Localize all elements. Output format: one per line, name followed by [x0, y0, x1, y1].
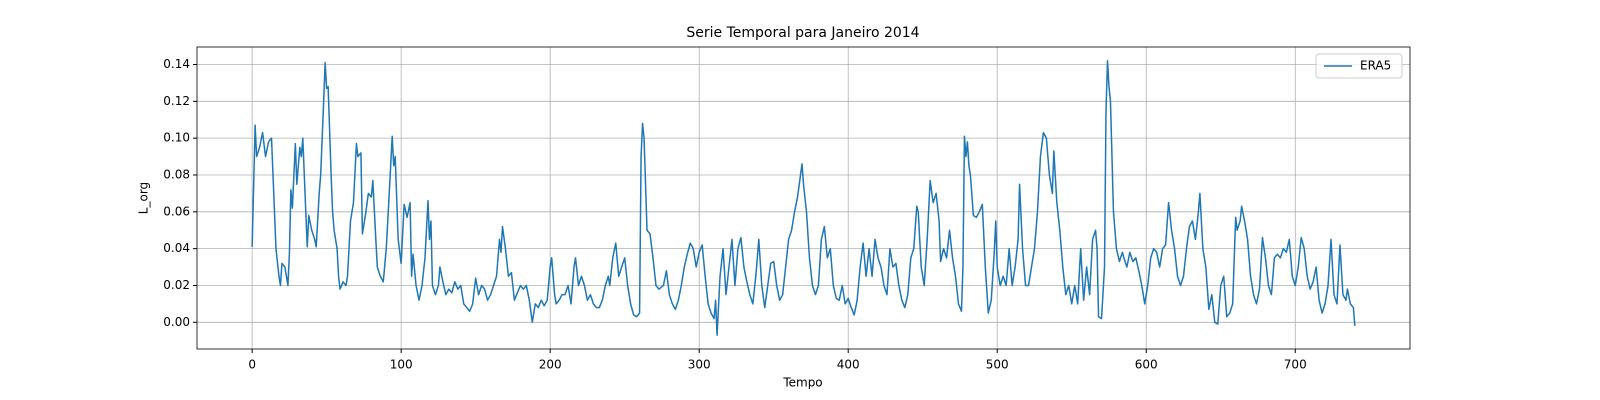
x-tick-label: 100: [390, 358, 413, 372]
legend-box: [1315, 53, 1403, 79]
x-tick-label: 700: [1284, 358, 1307, 372]
x-tick-label: 400: [837, 358, 860, 372]
y-tick-label: 0.00: [163, 315, 190, 329]
data-line: [251, 60, 1356, 336]
x-tick-label: 200: [539, 358, 562, 372]
plot-frame: [196, 46, 1411, 350]
x-tick-label: 300: [688, 358, 711, 372]
x-tick-label: 0: [248, 358, 256, 372]
y-tick-label: 0.08: [163, 167, 190, 181]
x-tick-label: 500: [986, 358, 1009, 372]
chart-title: Serie Temporal para Janeiro 2014: [686, 25, 919, 41]
y-tick-label: 0.04: [163, 241, 190, 255]
y-axis-label: L_org: [137, 182, 151, 214]
y-tick-label: 0.06: [163, 204, 190, 218]
x-axis-label: Tempo: [782, 376, 822, 390]
y-tick-label: 0.10: [163, 131, 190, 145]
y-tick-label: 0.02: [163, 278, 190, 292]
y-tick-label: 0.14: [163, 57, 190, 71]
y-tick-label: 0.12: [163, 94, 190, 108]
legend-label: ERA5: [1360, 59, 1391, 73]
x-tick-label: 600: [1135, 358, 1158, 372]
